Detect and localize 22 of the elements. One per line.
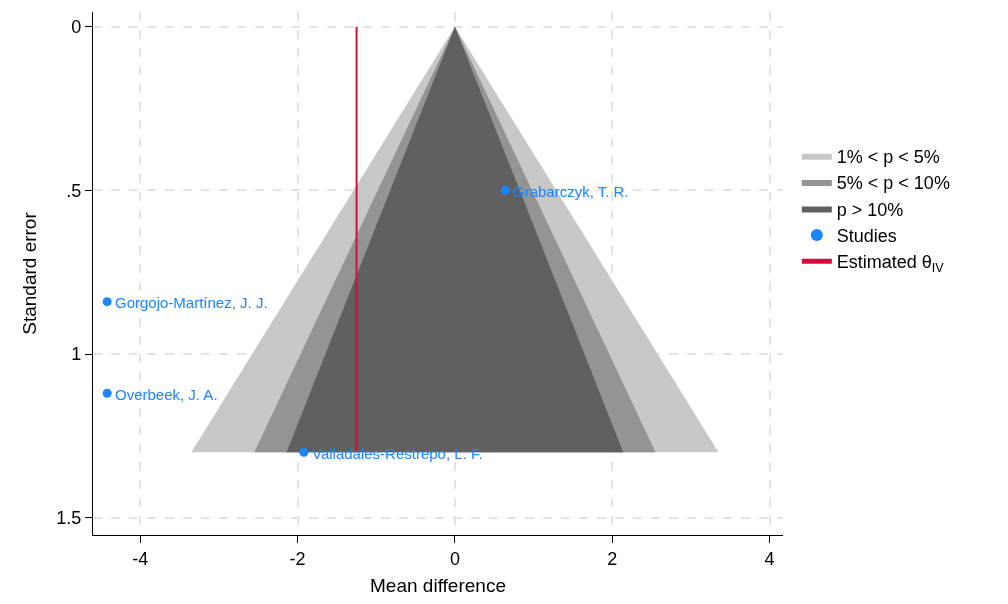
legend-label: 5% < p < 10%: [836, 173, 950, 194]
y-tick-label: .5: [66, 180, 82, 201]
point: [500, 185, 510, 195]
annotation: Gorgojo-Martínez, J. J.: [115, 294, 268, 311]
x-axis-title: Mean difference: [370, 574, 506, 596]
annotation: Overbeek, J. A.: [115, 386, 218, 403]
x-tick-label: 2: [607, 548, 618, 569]
y-tick-label: 0: [71, 17, 82, 38]
y-tick-label: 1.5: [56, 507, 82, 528]
x-tick-label: -2: [289, 548, 306, 569]
x-tick-label: -4: [132, 548, 149, 569]
legend-label: p > 10%: [836, 199, 904, 220]
y-tick-label: 1: [71, 344, 82, 365]
point: [102, 297, 112, 307]
y-axis-title: Standard error: [19, 211, 41, 335]
legend-label: Studies: [836, 225, 897, 246]
legend-label: Estimated θ$_{IV}$: [836, 252, 945, 276]
point: [102, 388, 112, 398]
x-tick-label: 4: [764, 548, 775, 569]
legend-label: 1% < p < 5%: [836, 146, 940, 167]
x-tick-label: 0: [449, 548, 460, 569]
point: [299, 447, 309, 457]
